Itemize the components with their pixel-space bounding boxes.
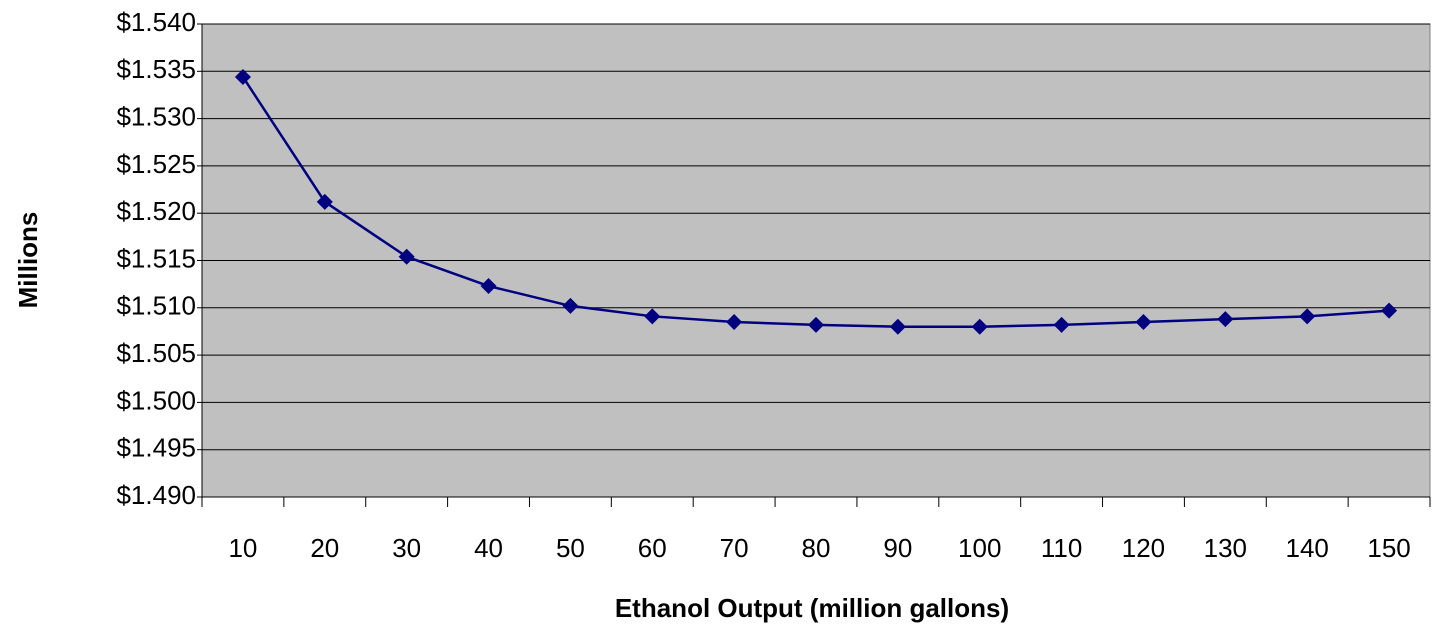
x-tick-label: 60: [638, 533, 667, 563]
marker: [971, 318, 988, 335]
x-tick-label: 130: [1204, 533, 1247, 563]
y-tick-label: $1.495: [116, 433, 196, 463]
y-axis-title: Millions: [13, 212, 43, 309]
y-tick-label: $1.505: [116, 338, 196, 368]
x-tick-label: 40: [474, 533, 503, 563]
y-tick-label: $1.530: [116, 101, 196, 131]
marker: [398, 248, 415, 265]
y-tick-label: $1.540: [116, 7, 196, 37]
x-tick-label: 150: [1367, 533, 1410, 563]
marker: [644, 308, 661, 325]
x-tick-label: 10: [228, 533, 257, 563]
marker: [1381, 302, 1398, 319]
x-tick-label: 50: [556, 533, 585, 563]
marker: [1135, 313, 1152, 330]
y-tick-label: $1.525: [116, 149, 196, 179]
marker: [808, 316, 824, 333]
marker: [1217, 311, 1234, 328]
marker: [562, 297, 579, 314]
marker: [316, 193, 333, 210]
y-tick-label: $1.535: [116, 54, 196, 84]
x-tick-label: 70: [720, 533, 749, 563]
x-tick-label: 140: [1286, 533, 1329, 563]
marker: [480, 278, 497, 295]
marker: [726, 313, 743, 330]
marker: [889, 318, 906, 335]
x-tick-label: 100: [958, 533, 1001, 563]
x-tick-label: 110: [1041, 533, 1082, 563]
x-axis-title: Ethanol Output (million gallons): [615, 593, 1009, 623]
x-tick-label: 90: [883, 533, 912, 563]
x-tick-label: 80: [802, 533, 831, 563]
y-tick-label: $1.515: [116, 243, 196, 273]
x-tick-label: 120: [1122, 533, 1165, 563]
marker: [234, 68, 251, 85]
y-tick-label: $1.500: [116, 385, 196, 415]
marker: [1299, 308, 1316, 325]
y-tick-label: $1.510: [116, 291, 196, 321]
y-tick-label: $1.520: [116, 196, 196, 226]
x-tick-label: 30: [392, 533, 421, 563]
x-tick-label: 20: [310, 533, 339, 563]
y-tick-label: $1.490: [116, 480, 196, 510]
marker: [1053, 316, 1070, 333]
